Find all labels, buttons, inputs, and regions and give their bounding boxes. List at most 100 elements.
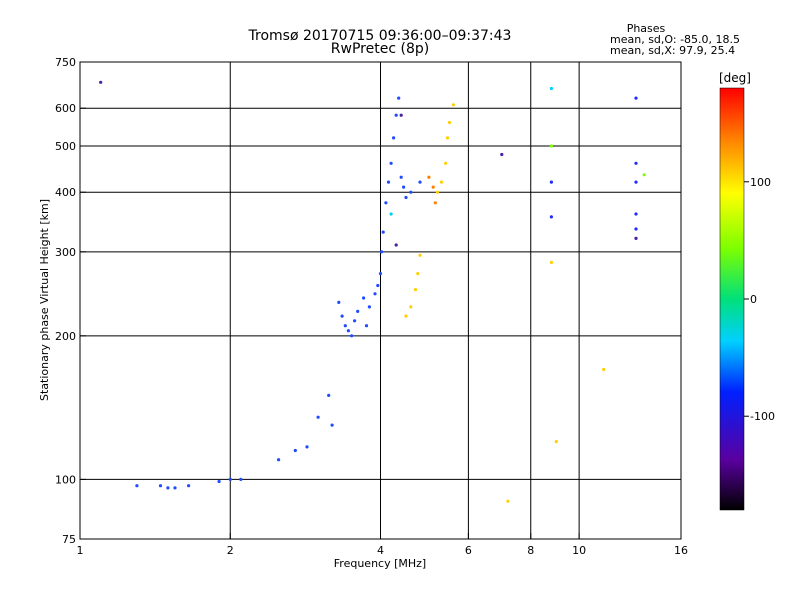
data-point (418, 253, 422, 257)
data-point (367, 305, 371, 309)
data-point (384, 201, 388, 205)
data-point (409, 305, 413, 309)
data-point (239, 477, 243, 481)
x-tick-label: 1 (77, 544, 84, 557)
data-point (362, 296, 366, 300)
data-point (409, 190, 413, 194)
data-point (327, 393, 331, 397)
data-point (427, 175, 431, 179)
data-point (602, 367, 606, 372)
data-point (447, 120, 452, 125)
data-point (376, 283, 380, 288)
colorbar-ticks: 100 0 -100 (744, 176, 775, 423)
grid-lines (80, 62, 681, 539)
colorbar-label: [deg] (719, 71, 751, 85)
data-point (381, 230, 385, 234)
data-point (397, 96, 401, 100)
data-point (439, 180, 444, 184)
data-point (399, 113, 403, 117)
x-axis-label: Frequency [MHz] (334, 557, 426, 570)
data-point (378, 272, 383, 276)
stats-line-x: mean, sd,X: 97.9, 25.4 (610, 44, 735, 57)
data-point (386, 180, 391, 184)
data-point (634, 236, 638, 240)
data-point (549, 180, 554, 184)
data-point (394, 113, 398, 117)
y-tick-label: 600 (55, 102, 76, 115)
data-point (217, 479, 221, 484)
data-point (380, 250, 384, 254)
data-point (99, 80, 103, 84)
data-point (343, 324, 347, 328)
data-point (549, 144, 554, 148)
data-point (187, 484, 191, 488)
colorbar-tick-label: 0 (750, 293, 757, 306)
data-point (433, 201, 437, 205)
data-point (394, 243, 398, 247)
data-point (356, 309, 360, 313)
data-point (634, 212, 638, 216)
x-tick-label: 4 (377, 544, 384, 557)
y-tick-label: 100 (55, 473, 76, 486)
data-point (413, 288, 418, 292)
colorbar-tick-label: -100 (750, 410, 775, 423)
data-point (549, 86, 554, 91)
x-tick-label: 2 (227, 544, 234, 557)
data-point (634, 180, 638, 184)
data-point (389, 212, 393, 216)
data-point (399, 175, 403, 179)
data-point (158, 484, 163, 488)
data-point (634, 161, 638, 165)
data-point (404, 195, 408, 200)
y-tick-label: 500 (55, 140, 76, 153)
data-point (431, 185, 435, 189)
data-point (277, 458, 281, 462)
data-point (451, 103, 455, 107)
data-point (642, 173, 646, 177)
data-point (444, 161, 448, 165)
x-tick-label: 6 (465, 544, 472, 557)
data-point (500, 152, 504, 157)
data-point (350, 334, 354, 338)
data-point (330, 423, 334, 427)
colorbar (719, 87, 745, 511)
y-tick-label: 400 (55, 186, 76, 199)
data-point (389, 161, 393, 165)
colorbar-tick-label: 100 (750, 176, 771, 189)
data-point (316, 415, 320, 419)
y-tick-label: 200 (55, 330, 76, 343)
data-point (173, 486, 177, 490)
data-point (166, 486, 170, 490)
data-point (373, 292, 377, 296)
data-point (416, 272, 420, 276)
x-tick-label: 16 (674, 544, 688, 557)
data-point (549, 215, 554, 219)
data-point (364, 324, 369, 328)
chart-subtitle: RwPretec (8p) (331, 41, 429, 57)
y-axis-label: Stationary phase Virtual Height [km] (38, 199, 51, 401)
data-point (435, 190, 439, 194)
data-point (634, 227, 638, 231)
data-point (554, 440, 558, 444)
data-point (228, 477, 232, 481)
y-tick-label: 750 (55, 56, 76, 69)
data-point (353, 319, 357, 323)
data-point (337, 300, 341, 304)
data-points (99, 80, 646, 503)
y-tick-label: 75 (62, 533, 76, 546)
stats-heading: Phases (627, 22, 666, 35)
data-point (634, 96, 638, 100)
axis-ticks: 1 2 4 6 8 10 16 75 100 200 300 400 500 600 750 (55, 56, 688, 557)
x-tick-label: 10 (572, 544, 586, 557)
data-point (402, 185, 406, 189)
chart-title: Tromsø 20170715 09:36:00–09:37:43 (248, 28, 512, 44)
data-point (418, 180, 422, 184)
stats-line-o: mean, sd,O: -85.0, 18.5 (610, 33, 740, 46)
x-tick-label: 8 (527, 544, 534, 557)
data-point (392, 136, 396, 140)
data-point (305, 445, 309, 449)
data-point (445, 136, 450, 140)
data-point (293, 448, 297, 453)
data-point (404, 314, 408, 318)
